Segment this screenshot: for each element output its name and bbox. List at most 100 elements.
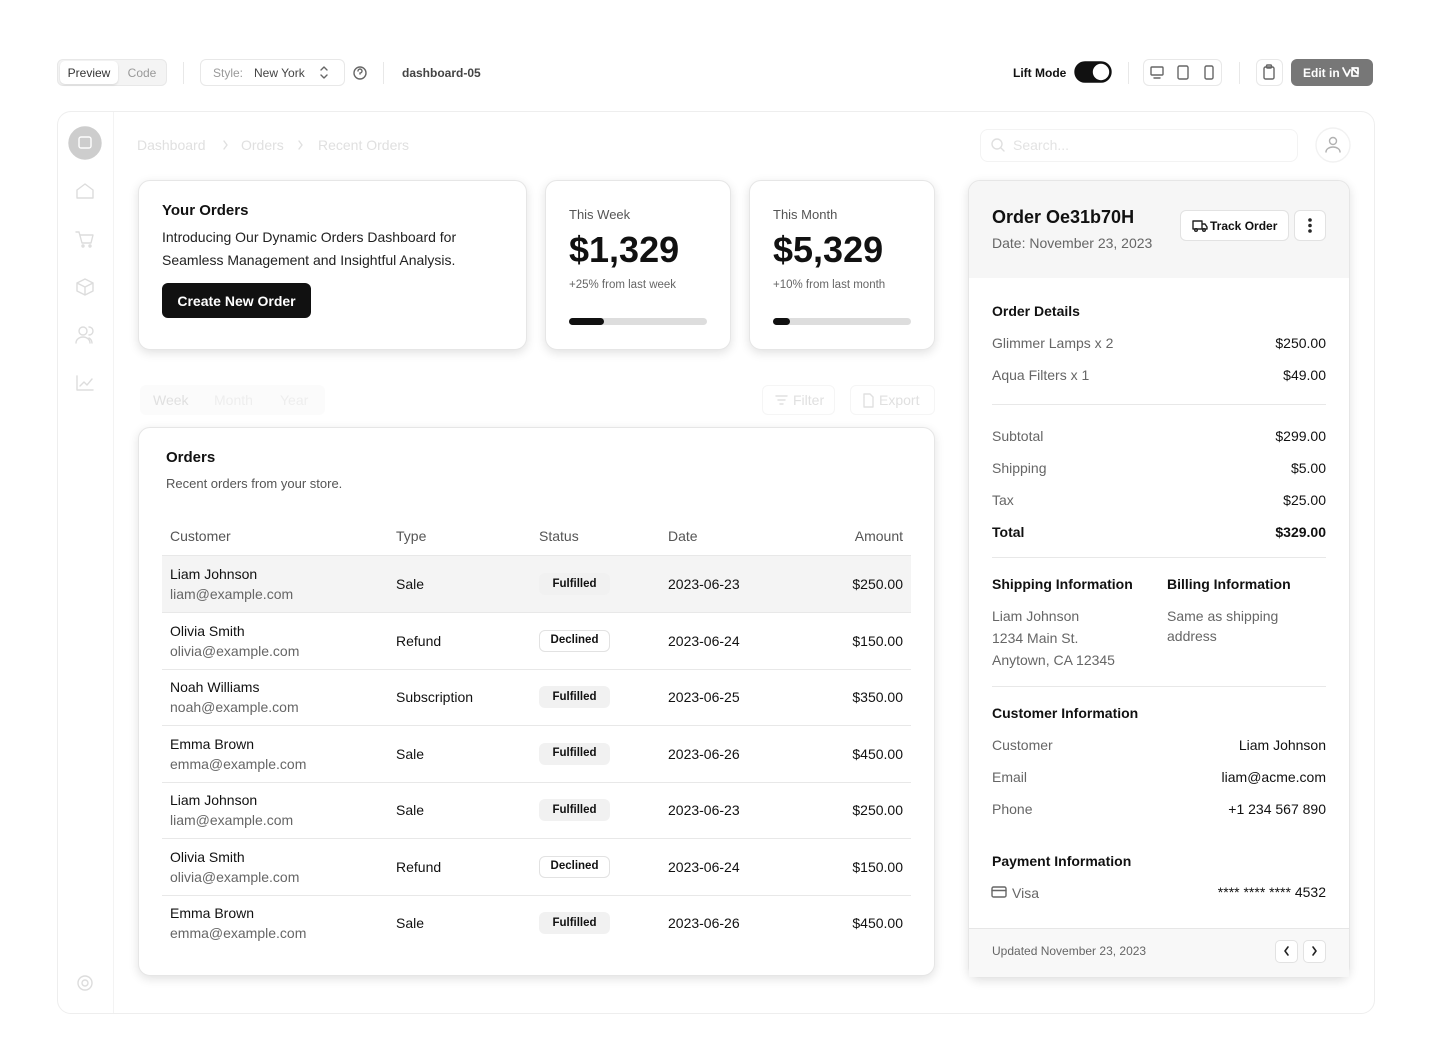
section-divider (992, 686, 1326, 687)
section-heading: Billing Information (1167, 576, 1291, 592)
help-icon (353, 66, 367, 80)
customer-email: olivia@example.com (170, 868, 300, 885)
status-badge (539, 799, 610, 821)
export-label: Export (879, 392, 920, 408)
status-badge (539, 573, 610, 595)
row-value: $329.00 (1275, 524, 1326, 540)
status-label: Declined (550, 860, 599, 872)
order-panel (968, 180, 1350, 978)
column-header: Customer (170, 528, 231, 544)
order-amount: $250.00 (852, 802, 903, 818)
next-button[interactable] (1303, 940, 1326, 963)
status-label: Fulfilled (552, 690, 597, 703)
prev-button[interactable] (1275, 940, 1298, 963)
order-type: Sale (396, 915, 425, 931)
row-value: +1 234 567 890 (1228, 801, 1326, 817)
preview-tab[interactable] (60, 61, 118, 84)
period-tab[interactable]: Year (280, 392, 309, 408)
payment-method: Visa (1012, 885, 1039, 901)
status-badge (539, 855, 610, 878)
card-number: **** **** **** 4532 (1217, 884, 1326, 900)
style-label: Style: (213, 65, 244, 80)
intro-description: Introducing Our Dynamic Orders Dashboard… (162, 228, 457, 268)
stat-change: +10% from last month (773, 278, 886, 291)
row-label: Customer (992, 737, 1053, 753)
intro-title: Your Orders (162, 202, 249, 219)
column-header: Amount (854, 528, 903, 544)
customer-name: Noah Williams (170, 679, 260, 695)
row-label: Aqua Filters x 1 (992, 367, 1090, 383)
row-label: Subtotal (992, 428, 1044, 444)
progress-fill (569, 318, 604, 325)
order-type: Sale (396, 576, 425, 592)
row-label: Glimmer Lamps x 2 (992, 335, 1114, 351)
search-box[interactable] (980, 129, 1298, 162)
period-tab[interactable]: Month (214, 392, 253, 408)
edit-button[interactable] (1291, 59, 1373, 86)
sidebar-divider (113, 112, 114, 1013)
more-button[interactable] (1294, 210, 1326, 241)
status-label: Fulfilled (552, 747, 597, 759)
create-order-label: Create New Order (177, 292, 296, 309)
create-order-button[interactable] (162, 283, 311, 318)
customer-email: noah@example.com (170, 699, 299, 715)
filter-label: Filter (793, 392, 825, 408)
filter-button[interactable] (762, 385, 835, 415)
order-date: 2023-06-23 (668, 802, 740, 818)
breadcrumb-item[interactable]: Dashboard (137, 137, 206, 153)
breadcrumb-item[interactable]: Recent Orders (318, 137, 410, 153)
track-order-button[interactable] (1180, 210, 1289, 241)
help-icon-part (357, 68, 363, 75)
status-label: Fulfilled (552, 916, 597, 929)
updated-date: Updated November 23, 2023 (992, 944, 1147, 958)
table-row[interactable] (162, 556, 911, 612)
toolbar-divider (383, 62, 384, 84)
status-badge (539, 686, 610, 708)
order-type: Sale (396, 745, 425, 762)
section-heading: Order Details (992, 303, 1080, 319)
toolbar-divider (183, 62, 184, 84)
search-placeholder: Search... (1013, 137, 1070, 153)
column-header: Type (396, 528, 427, 544)
order-amount: $150.00 (852, 632, 903, 649)
status-badge (539, 629, 610, 652)
preview-frame (57, 111, 1375, 1014)
address-line: 1234 Main St. (992, 630, 1079, 646)
status-badge (539, 912, 610, 934)
order-date: 2023-06-26 (668, 915, 740, 931)
lift-mode-toggle[interactable] (1075, 62, 1111, 82)
order-date: 2023-06-23 (668, 576, 740, 592)
customer-name: Olivia Smith (170, 622, 245, 639)
progress-track (773, 318, 911, 325)
track-order-label: Track Order (1210, 218, 1278, 233)
row-divider (162, 668, 911, 670)
row-divider (162, 838, 911, 839)
toolbar-divider (1128, 62, 1129, 84)
row-value: $49.00 (1283, 367, 1326, 383)
customer-email: emma@example.com (170, 755, 307, 772)
device-toggle[interactable] (1143, 59, 1222, 86)
breadcrumb-item[interactable]: Orders (241, 137, 284, 153)
style-select[interactable] (200, 59, 345, 86)
address-line: Liam Johnson (992, 608, 1080, 624)
block-name: dashboard-05 (402, 66, 481, 80)
intro-card (138, 180, 527, 350)
customer-email: olivia@example.com (170, 642, 300, 659)
address-line: Anytown, CA 12345 (992, 652, 1115, 668)
row-label: Total (992, 524, 1025, 540)
order-date: 2023-06-26 (668, 745, 740, 762)
export-button[interactable] (850, 385, 935, 415)
row-value: $25.00 (1283, 492, 1326, 508)
preview-tab-label: Preview (67, 65, 111, 80)
section-divider (992, 557, 1326, 558)
row-divider (162, 725, 911, 726)
copy-button[interactable] (1256, 59, 1283, 86)
row-divider (162, 781, 911, 783)
period-tab[interactable]: Week (153, 392, 189, 408)
section-heading: Customer Information (992, 705, 1139, 721)
customer-name: Liam Johnson (170, 566, 258, 582)
section-divider (992, 404, 1326, 405)
row-label: Phone (992, 801, 1033, 817)
billing-address: Same as shipping address (1167, 608, 1279, 644)
